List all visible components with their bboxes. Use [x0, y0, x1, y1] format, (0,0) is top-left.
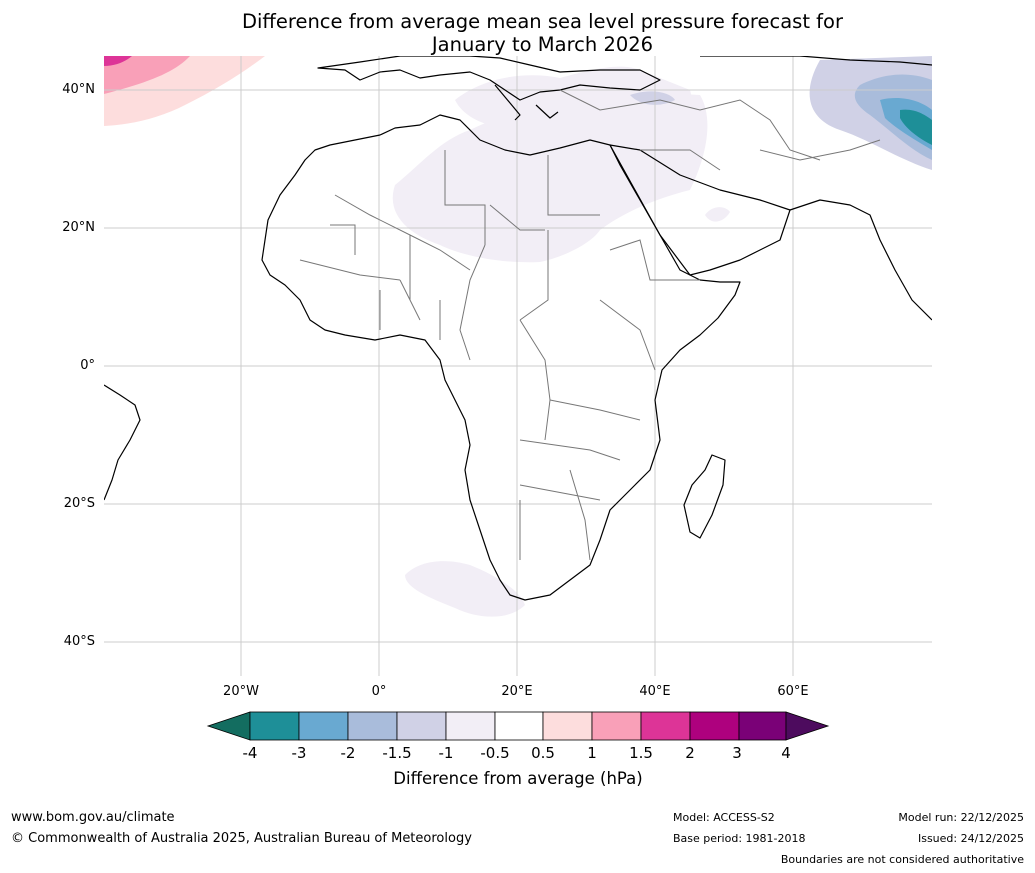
colorbar-tick-label: -2 — [340, 744, 356, 762]
colorbar-segment-6 — [494, 711, 544, 741]
anomaly-positive-strong — [104, 56, 132, 66]
country-borders — [299, 89, 881, 561]
south-america-coast — [104, 384, 141, 501]
colorbar-tick-label: 1 — [587, 744, 597, 762]
lon-label-20e: 20°E — [501, 684, 533, 699]
arabia-coast — [609, 144, 791, 276]
model-run-text: Model run: 22/12/2025 — [898, 811, 1024, 824]
colorbar-tick-label: -4 — [242, 744, 258, 762]
colorbar-tick-label: -3 — [291, 744, 307, 762]
anomaly-negative-asia-teal — [900, 109, 932, 145]
colorbar-tick-label: 2 — [685, 744, 695, 762]
colorbar-segment-2 — [298, 711, 349, 741]
colorbar-segment-8 — [591, 711, 642, 741]
colorbar-tick-label: 0.5 — [531, 744, 555, 762]
colorbar-segment-9 — [640, 711, 691, 741]
lon-label-40e: 40°E — [639, 684, 671, 699]
colorbar-extend-high — [785, 711, 830, 741]
chart-title: Difference from average mean sea level p… — [0, 10, 1035, 56]
lon-label-20w: 20°W — [223, 684, 259, 699]
title-line-1: Difference from average mean sea level p… — [242, 10, 843, 33]
colorbar-tick-label: 3 — [732, 744, 742, 762]
colorbar-segment-5 — [445, 711, 496, 741]
colorbar-extend-low — [206, 711, 251, 741]
colorbar-tick-label: 4 — [781, 744, 791, 762]
colorbar-segment-7 — [542, 711, 593, 741]
lon-label-0: 0° — [371, 684, 387, 699]
copyright-text: © Commonwealth of Australia 2025, Austra… — [11, 831, 472, 846]
colorbar-tick-label: -0.5 — [480, 744, 510, 762]
lat-label-0: 0° — [80, 358, 95, 373]
madagascar-coast — [683, 454, 726, 539]
colorbar-tick-label: -1.5 — [382, 744, 412, 762]
gridlines — [104, 56, 932, 676]
title-line-2: January to March 2026 — [431, 33, 654, 56]
colorbar-segment-11 — [738, 711, 787, 741]
base-period-text: Base period: 1981-2018 — [673, 832, 806, 845]
anomaly-positive-medium — [104, 56, 190, 94]
anomaly-negative-europe — [455, 66, 700, 140]
anomaly-shading — [104, 56, 932, 617]
lat-label-40n: 40°N — [62, 82, 95, 97]
anomaly-negative-southafrica — [405, 561, 525, 617]
anomaly-negative-arabia — [705, 207, 730, 222]
asia-coast — [700, 56, 932, 321]
colorbar-title: Difference from average (hPa) — [393, 769, 643, 788]
lat-label-20s: 20°S — [63, 496, 95, 511]
colorbar-tick-label: 1.5 — [629, 744, 653, 762]
africa-coast — [261, 114, 741, 601]
colorbar — [206, 711, 830, 741]
colorbar-segment-10 — [689, 711, 740, 741]
map-area — [104, 56, 932, 676]
lon-label-60e: 60°E — [777, 684, 809, 699]
boundaries-note: Boundaries are not considered authoritat… — [780, 853, 1024, 866]
colorbar-segment-4 — [396, 711, 447, 741]
website-link[interactable]: www.bom.gov.au/climate — [11, 810, 175, 825]
colorbar-segment-3 — [347, 711, 398, 741]
lat-label-20n: 20°N — [62, 220, 95, 235]
lat-label-40s: 40°S — [63, 634, 95, 649]
europe-coast — [317, 56, 661, 121]
colorbar-segment-1 — [249, 711, 300, 741]
coastlines — [104, 56, 932, 601]
anomaly-negative-iran — [630, 91, 675, 105]
issued-text: Issued: 24/12/2025 — [917, 832, 1024, 845]
colorbar-tick-label: -1 — [438, 744, 454, 762]
model-text: Model: ACCESS-S2 — [673, 811, 775, 824]
